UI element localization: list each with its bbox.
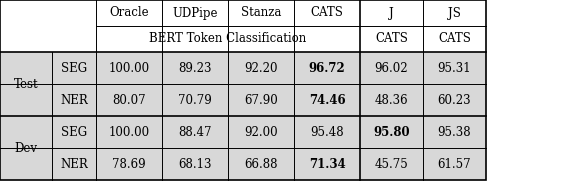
Text: SEG: SEG <box>61 62 87 75</box>
Text: 61.57: 61.57 <box>438 158 471 171</box>
Bar <box>0 0 486 180</box>
Text: 78.69: 78.69 <box>112 158 146 171</box>
Text: 100.00: 100.00 <box>108 126 149 139</box>
Text: J: J <box>389 7 394 20</box>
Text: NER: NER <box>60 158 88 171</box>
Text: 60.23: 60.23 <box>438 94 471 107</box>
Text: 100.00: 100.00 <box>108 62 149 75</box>
Text: 71.34: 71.34 <box>309 158 345 171</box>
Text: Stanza: Stanza <box>241 7 281 20</box>
Text: Dev: Dev <box>15 142 38 155</box>
Text: Oracle: Oracle <box>109 7 149 20</box>
Text: 95.80: 95.80 <box>373 126 410 139</box>
Text: 92.20: 92.20 <box>244 62 278 75</box>
Text: NER: NER <box>60 94 88 107</box>
Text: 96.02: 96.02 <box>374 62 408 75</box>
Bar <box>0 116 486 148</box>
Bar <box>96 0 486 26</box>
Bar <box>0 148 486 180</box>
Text: 95.31: 95.31 <box>438 62 471 75</box>
Text: 74.46: 74.46 <box>309 94 345 107</box>
Text: 80.07: 80.07 <box>112 94 146 107</box>
Text: 70.79: 70.79 <box>178 94 212 107</box>
Text: 95.48: 95.48 <box>310 126 344 139</box>
Text: SEG: SEG <box>61 126 87 139</box>
Text: 45.75: 45.75 <box>374 158 408 171</box>
Text: 67.90: 67.90 <box>244 94 278 107</box>
Bar <box>96 26 360 52</box>
Text: 96.72: 96.72 <box>309 62 345 75</box>
Text: 95.38: 95.38 <box>438 126 471 139</box>
Text: CATS: CATS <box>311 7 343 20</box>
Text: 89.23: 89.23 <box>178 62 212 75</box>
Text: CATS: CATS <box>375 33 408 46</box>
Text: 66.88: 66.88 <box>244 158 278 171</box>
Bar <box>0 0 96 52</box>
Text: CATS: CATS <box>438 33 471 46</box>
Bar <box>0 84 486 116</box>
Text: Test: Test <box>13 78 38 91</box>
Text: 48.36: 48.36 <box>374 94 408 107</box>
Text: JS: JS <box>448 7 461 20</box>
Text: 92.00: 92.00 <box>244 126 278 139</box>
Text: UDPipe: UDPipe <box>172 7 218 20</box>
Bar <box>360 26 486 52</box>
Bar <box>0 52 486 84</box>
Text: 88.47: 88.47 <box>178 126 212 139</box>
Text: 68.13: 68.13 <box>178 158 212 171</box>
Text: BERT Token Classification: BERT Token Classification <box>149 33 306 46</box>
